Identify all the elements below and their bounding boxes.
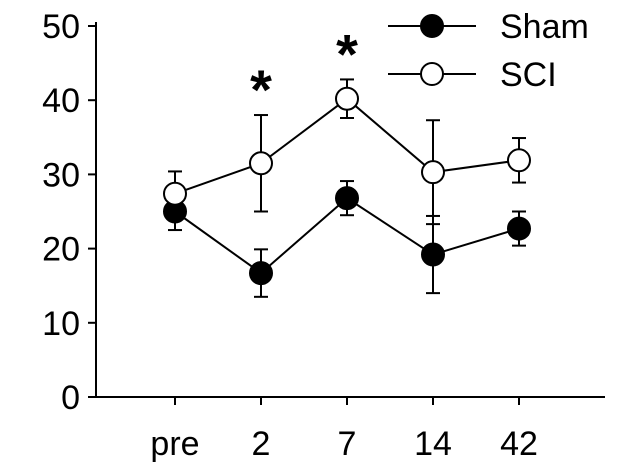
data-point — [421, 242, 445, 267]
legend: Sham SCI — [388, 8, 589, 94]
x-tick-label: 42 — [500, 425, 538, 463]
x-tick-label: 14 — [414, 425, 452, 463]
y-tick-label: 50 — [42, 8, 80, 46]
x-tick-label: 7 — [338, 425, 357, 463]
legend-label: Sham — [500, 8, 589, 46]
y-tick-label: 40 — [42, 82, 80, 120]
legend-marker — [420, 14, 444, 38]
data-point — [335, 186, 359, 211]
series-sci — [163, 78, 531, 226]
legend-item-sham: Sham — [388, 8, 589, 46]
series-layer — [163, 78, 531, 298]
data-point — [507, 216, 531, 241]
data-point — [163, 181, 187, 206]
legend-marker — [420, 62, 444, 86]
x-tick-label: 2 — [252, 425, 271, 463]
data-point — [249, 151, 273, 176]
series-sham — [163, 180, 531, 298]
y-tick-label: 20 — [42, 231, 80, 269]
legend-label: SCI — [500, 56, 557, 94]
significance-marker: * — [250, 58, 272, 121]
legend-item-sci: SCI — [388, 56, 557, 94]
y-tick-label: 0 — [61, 379, 80, 417]
y-tick-label: 10 — [42, 305, 80, 343]
axes — [95, 22, 605, 398]
axis-ticks: 0 10 20 30 40 50 pre 2 7 14 42 — [42, 8, 538, 463]
data-point — [335, 86, 359, 111]
x-tick-label: pre — [150, 425, 199, 463]
data-point — [507, 148, 531, 173]
data-point — [249, 261, 273, 286]
y-tick-label: 30 — [42, 156, 80, 194]
data-point — [421, 160, 445, 185]
annotations: ** — [250, 22, 358, 121]
significance-marker: * — [336, 22, 358, 85]
